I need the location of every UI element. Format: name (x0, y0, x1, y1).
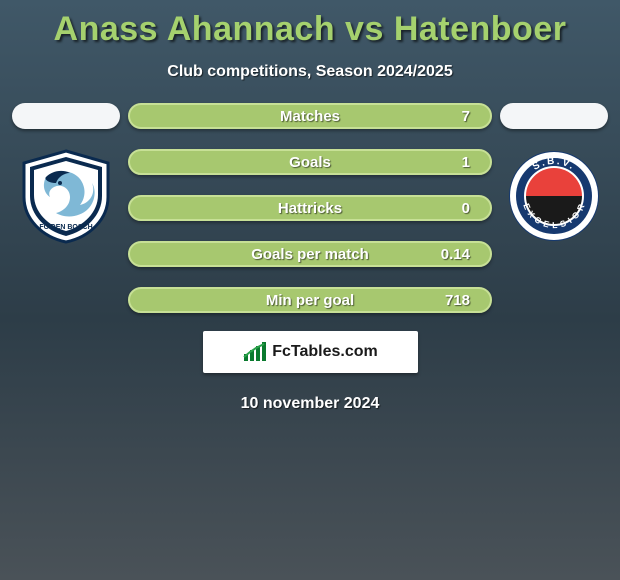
stat-label: Hattricks (278, 200, 342, 217)
right-player-column: S.B.V. E X C E L S I O R (494, 103, 614, 244)
stat-label: Min per goal (266, 292, 354, 309)
brand-name: FcTables.com (272, 343, 378, 361)
excelsior-logo-icon: S.B.V. E X C E L S I O R (504, 149, 604, 244)
bar-chart-icon (242, 341, 268, 363)
stat-label: Matches (280, 108, 340, 125)
stat-row-min-per-goal: Min per goal 718 (128, 287, 492, 313)
stat-row-matches: Matches 7 (128, 103, 492, 129)
stat-right-value: 0.14 (440, 246, 470, 263)
left-club-logo: FC DEN BOSCH (16, 149, 116, 244)
left-player-column: FC DEN BOSCH (6, 103, 126, 244)
page-subtitle: Club competitions, Season 2024/2025 (0, 63, 620, 81)
stat-right-value: 1 (440, 154, 470, 171)
right-club-logo: S.B.V. E X C E L S I O R (504, 149, 604, 244)
stat-label: Goals per match (251, 246, 369, 263)
left-value-pill (12, 103, 120, 129)
stat-right-value: 0 (440, 200, 470, 217)
stat-right-value: 7 (440, 108, 470, 125)
stat-row-goals-per-match: Goals per match 0.14 (128, 241, 492, 267)
stat-right-value: 718 (440, 292, 470, 309)
page-title: Anass Ahannach vs Hatenboer (0, 0, 620, 49)
comparison-date: 10 november 2024 (0, 395, 620, 413)
den-bosch-logo-icon: FC DEN BOSCH (16, 149, 116, 244)
stat-label: Goals (289, 154, 331, 171)
brand-badge: FcTables.com (203, 331, 418, 373)
stat-row-hattricks: Hattricks 0 (128, 195, 492, 221)
comparison-row: FC DEN BOSCH Matches 7 Goals 1 Hattricks… (0, 103, 620, 313)
right-value-pill (500, 103, 608, 129)
svg-text:FC DEN BOSCH: FC DEN BOSCH (39, 224, 92, 231)
stats-column: Matches 7 Goals 1 Hattricks 0 Goals per … (128, 103, 492, 313)
stat-row-goals: Goals 1 (128, 149, 492, 175)
